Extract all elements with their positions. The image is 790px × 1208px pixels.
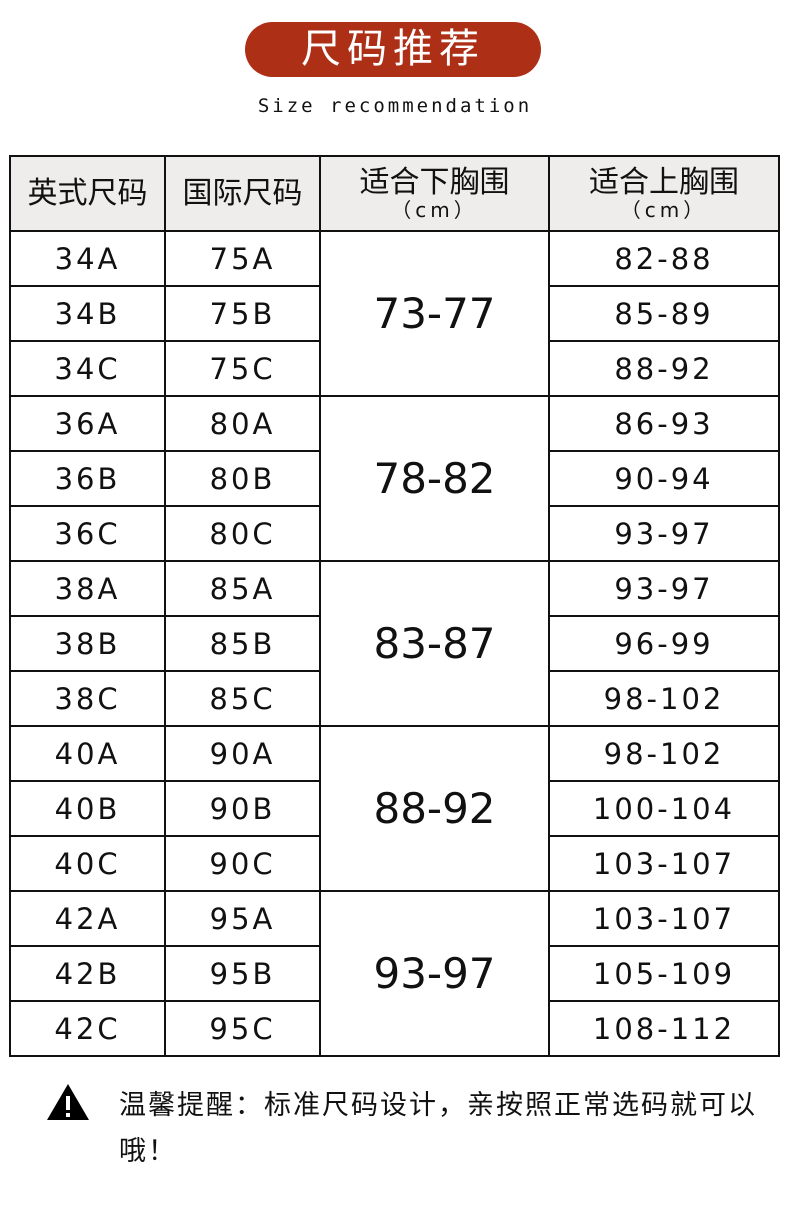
- uk-size-cell: 38A: [9, 560, 166, 617]
- header-uk-size: 英式尺码: [9, 155, 166, 232]
- table-header-row: 英式尺码 国际尺码 适合下胸围 （cm） 适合上胸围 （cm）: [9, 155, 780, 232]
- intl-size-cell: 90B: [164, 780, 321, 837]
- table-row: 40A 90A 88-92 98-102: [9, 725, 780, 892]
- underbust-cell: 83-87: [319, 560, 550, 727]
- uk-size-cell: 40C: [9, 835, 166, 892]
- table-row: 34C 75C 88-92: [9, 340, 780, 397]
- intl-size-cell: 85A: [164, 560, 321, 617]
- intl-size-cell: 95A: [164, 890, 321, 947]
- bust-cell: 86-93: [548, 395, 780, 452]
- intl-size-cell: 75C: [164, 340, 321, 397]
- bust-cell: 93-97: [548, 560, 780, 617]
- table-row: 42B 95B 105-109: [9, 945, 780, 1002]
- intl-size-cell: 85C: [164, 670, 321, 727]
- intl-size-cell: 90A: [164, 725, 321, 782]
- bust-cell: 88-92: [548, 340, 780, 397]
- page-subtitle: Size recommendation: [257, 95, 533, 117]
- underbust-cell: 73-77: [319, 230, 550, 397]
- intl-size-cell: 90C: [164, 835, 321, 892]
- intl-size-cell: 80A: [164, 395, 321, 452]
- header-underbust: 适合下胸围 （cm）: [319, 155, 550, 232]
- uk-size-cell: 36C: [9, 505, 166, 562]
- bust-cell: 85-89: [548, 285, 780, 342]
- bust-cell: 103-107: [548, 890, 780, 947]
- uk-size-cell: 38C: [9, 670, 166, 727]
- warning-icon: [47, 1084, 89, 1120]
- header-label: 英式尺码: [27, 175, 148, 211]
- underbust-cell: 93-97: [319, 890, 550, 1057]
- bust-cell: 90-94: [548, 450, 780, 507]
- uk-size-cell: 42A: [9, 890, 166, 947]
- table-row: 42A 95A 93-97 103-107: [9, 890, 780, 1057]
- intl-size-cell: 75B: [164, 285, 321, 342]
- uk-size-cell: 42B: [9, 945, 166, 1002]
- uk-size-cell: 42C: [9, 1000, 166, 1057]
- table-row: 42C 95C 108-112: [9, 1000, 780, 1057]
- uk-size-cell: 34C: [9, 340, 166, 397]
- bust-cell: 105-109: [548, 945, 780, 1002]
- uk-size-cell: 34A: [9, 230, 166, 287]
- table-row: 36A 80A 78-82 86-93: [9, 395, 780, 562]
- table-row: 34A 75A 73-77 82-88: [9, 230, 780, 397]
- table-row: 38B 85B 96-99: [9, 615, 780, 672]
- header-label: 适合上胸围: [589, 164, 739, 200]
- bust-cell: 108-112: [548, 1000, 780, 1057]
- header-label: 适合下胸围: [359, 164, 510, 200]
- uk-size-cell: 36A: [9, 395, 166, 452]
- header-bust: 适合上胸围 （cm）: [548, 155, 780, 232]
- bust-cell: 103-107: [548, 835, 780, 892]
- table-row: 40B 90B 100-104: [9, 780, 780, 837]
- table-row: 40C 90C 103-107: [9, 835, 780, 892]
- bust-cell: 82-88: [548, 230, 780, 287]
- table-row: 34B 75B 85-89: [9, 285, 780, 342]
- table-row: 38C 85C 98-102: [9, 670, 780, 727]
- table-row: 38A 85A 83-87 93-97: [9, 560, 780, 727]
- header-unit: （cm）: [391, 197, 478, 222]
- intl-size-cell: 95B: [164, 945, 321, 1002]
- notice-text: 温馨提醒：标准尺码设计，亲按照正常选码就可以哦！: [119, 1090, 757, 1167]
- intl-size-cell: 95C: [164, 1000, 321, 1057]
- bust-cell: 96-99: [548, 615, 780, 672]
- uk-size-cell: 36B: [9, 450, 166, 507]
- uk-size-cell: 40A: [9, 725, 166, 782]
- uk-size-cell: 34B: [9, 285, 166, 342]
- underbust-cell: 88-92: [319, 725, 550, 892]
- intl-size-cell: 80B: [164, 450, 321, 507]
- intl-size-cell: 85B: [164, 615, 321, 672]
- table-row: 36C 80C 93-97: [9, 505, 780, 562]
- underbust-cell: 78-82: [319, 395, 550, 562]
- intl-size-cell: 80C: [164, 505, 321, 562]
- bust-cell: 100-104: [548, 780, 780, 837]
- header-unit: （cm）: [620, 197, 708, 222]
- header-intl-size: 国际尺码: [164, 155, 321, 232]
- table-row: 36B 80B 90-94: [9, 450, 780, 507]
- bust-cell: 93-97: [548, 505, 780, 562]
- size-table: 英式尺码 国际尺码 适合下胸围 （cm） 适合上胸围 （cm） 34A 75A 73-7…: [9, 155, 780, 1057]
- uk-size-cell: 38B: [9, 615, 166, 672]
- intl-size-cell: 75A: [164, 230, 321, 287]
- uk-size-cell: 40B: [9, 780, 166, 837]
- page-title: 尺码推荐: [245, 22, 541, 77]
- header-label: 国际尺码: [182, 175, 303, 211]
- bust-cell: 98-102: [548, 670, 780, 727]
- bust-cell: 98-102: [548, 725, 780, 782]
